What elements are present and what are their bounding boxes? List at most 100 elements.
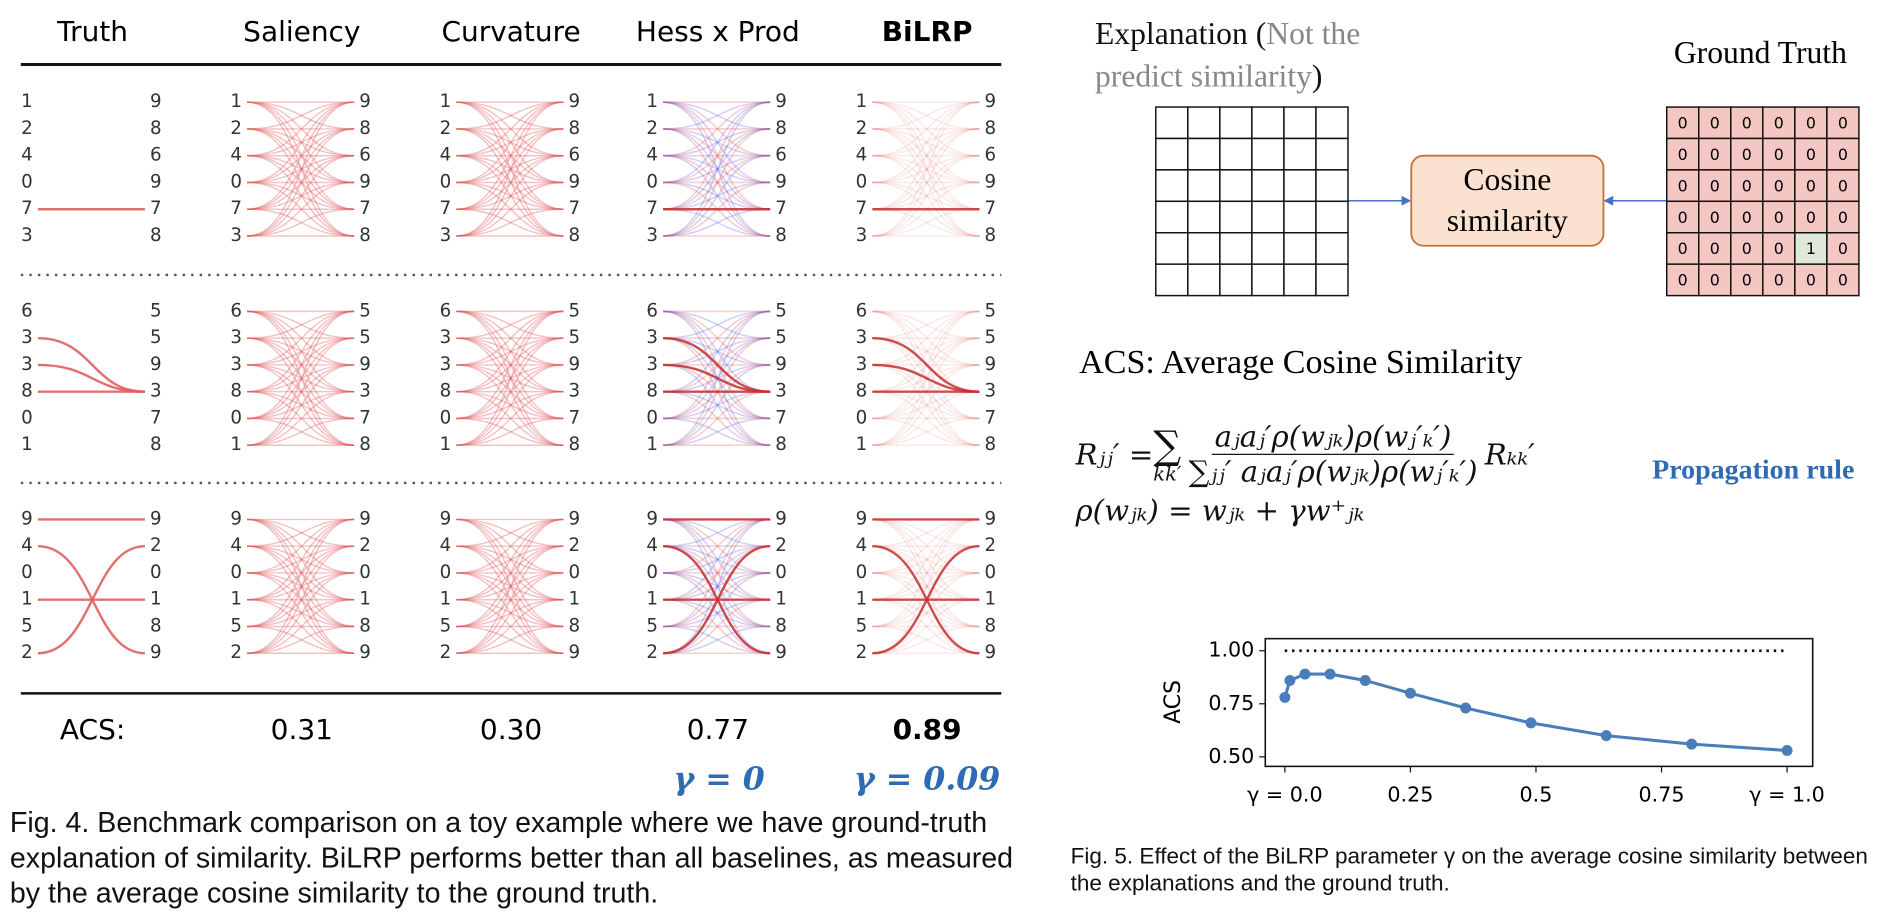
truth-cell-value: 0 [1678,145,1688,164]
connection [247,337,355,446]
right-digit: 0 [569,562,581,583]
left-digit: 3 [230,327,242,348]
right-digit: 2 [359,535,371,556]
connection [456,572,564,601]
connection [247,181,355,210]
right-digit: 5 [359,300,371,321]
truth-cell-value: 0 [1678,208,1688,227]
connection [247,518,355,601]
truth-cell [1794,200,1828,234]
right-digit: 9 [775,642,787,663]
connection [872,598,980,655]
fig5-caption: Fig. 5. Effect of the BiLRP parameter γ … [1070,843,1868,896]
left-digit: 6 [856,300,868,321]
connection [663,518,771,628]
connection [456,128,564,157]
connection [456,417,564,446]
right-digit: 8 [359,225,371,246]
right-digit: 8 [775,118,787,139]
connection [247,101,355,130]
connection [456,310,564,446]
connection [247,101,355,210]
left-digit: 9 [230,508,242,529]
point [1600,730,1612,742]
connection [247,101,355,157]
connection [247,337,355,393]
right-digit: 5 [775,327,787,348]
connection [247,337,355,420]
connection [872,101,980,184]
x-tick-label: γ = 1.0 [1749,783,1825,807]
connection [456,518,564,574]
left-digit: 2 [856,642,868,663]
explanation-cell [1219,137,1253,171]
connection [247,598,355,628]
explanation-cell [1219,200,1253,234]
connection [456,181,564,237]
left-digit: 0 [646,171,658,192]
right-digit: 8 [359,118,371,139]
connection [456,518,564,601]
right-digit: 9 [150,508,162,529]
connection [872,128,980,237]
connection [247,310,355,446]
truth-cell-value: 0 [1742,113,1752,132]
left-digit: 4 [856,145,868,166]
left-digit: 7 [440,198,452,219]
connection [247,545,355,654]
connection [663,310,771,339]
connection [456,545,564,628]
connection [872,545,980,574]
explanation-cell [1219,232,1253,265]
right-digit: 3 [569,381,581,402]
connection [456,154,564,237]
arrow-head [1603,195,1614,206]
connection [247,390,355,420]
right-digit: 9 [569,508,581,529]
left-digit: 1 [440,589,452,610]
formula-denominator: ∑ⱼⱼ′ aⱼaⱼ′ρ(wⱼₖ)ρ(wⱼ′ₖ′) [1188,454,1478,490]
connection [456,154,564,210]
explanation-cell [1251,232,1285,265]
right-digit: 7 [150,407,162,428]
explanation-cell [1283,106,1317,140]
connection [663,101,771,157]
left-digit: 2 [230,118,242,139]
left-digit: 1 [856,91,868,112]
connection [247,545,355,601]
connection [247,572,355,628]
connection [663,364,771,447]
connection [663,625,771,655]
right-digit: 6 [150,145,162,166]
connection [456,598,564,654]
right-digit: 8 [985,118,997,139]
explanation-cell [1315,106,1349,140]
connection [663,101,771,130]
explanation-cell [1155,200,1189,234]
connection [872,417,980,447]
connection [456,101,564,237]
left-digit: 3 [440,354,452,375]
column-header: Curvature [441,15,580,48]
left-digit: 5 [440,615,452,636]
explanation-cell [1155,232,1189,265]
left-digit: 3 [856,327,868,348]
right-digit: 9 [150,354,162,375]
point [1781,744,1793,756]
connection [663,545,771,601]
connection [456,518,564,628]
connection [872,625,980,655]
left-digit: 4 [856,535,868,556]
left-digit: 2 [856,118,868,139]
connection [247,390,355,446]
truth-cell-value: 0 [1838,271,1848,290]
left-digit: 1 [21,434,33,455]
connection [663,154,771,211]
connection [247,310,355,339]
truth-cell-value: 0 [1742,239,1752,258]
right-digit: 9 [985,508,997,529]
left-digit: 1 [230,91,242,112]
connection [872,390,980,447]
connection [663,101,771,211]
connection [456,208,564,237]
